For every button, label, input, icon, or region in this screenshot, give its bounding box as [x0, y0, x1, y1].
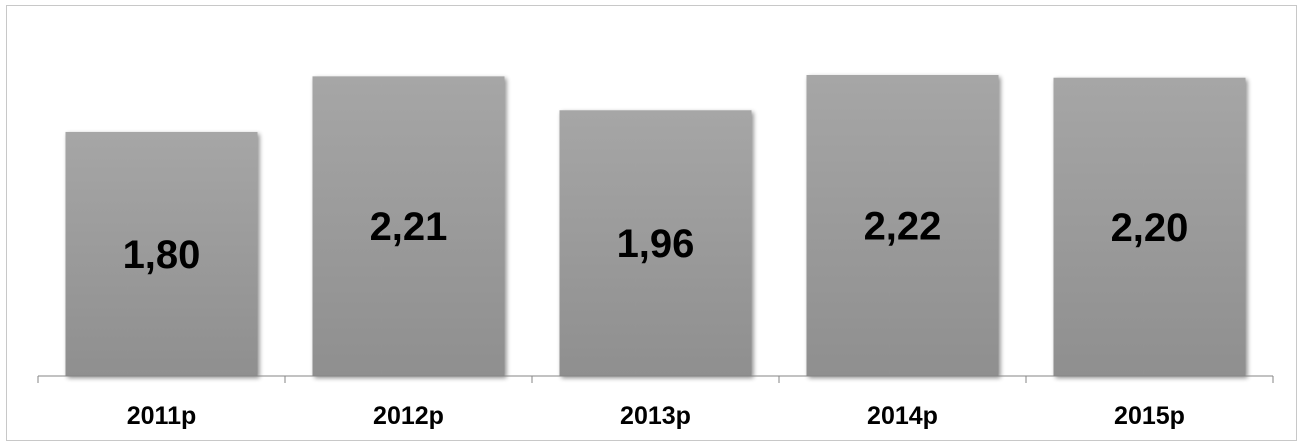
labels-layer: 1,80 2011p 2,21 2012p 1,96 2013p 2,22 2014p 2,20…: [123, 205, 1189, 431]
bar-2014p: [806, 75, 999, 376]
bar-2013p: [559, 110, 752, 376]
data-label-2015p: 2,20: [1111, 206, 1189, 250]
bar-2015p: [1053, 77, 1246, 377]
data-label-2011p: 1,80: [123, 233, 201, 277]
x-tick-label-2015p: 2015p: [1114, 402, 1185, 430]
data-label-2014p: 2,22: [864, 205, 942, 249]
x-tick-label-2014p: 2014p: [867, 402, 938, 430]
bars-layer: [65, 75, 1246, 377]
bar-2011p: [65, 131, 258, 376]
data-label-2012p: 2,21: [370, 205, 448, 249]
x-tick-label-2012p: 2012p: [373, 402, 444, 430]
data-label-2013p: 1,96: [617, 222, 695, 266]
x-tick-label-2013p: 2013p: [620, 402, 691, 430]
x-axis: [37, 375, 1274, 383]
x-tick-label-2011p: 2011p: [127, 402, 197, 430]
bar-2012p: [312, 76, 505, 376]
